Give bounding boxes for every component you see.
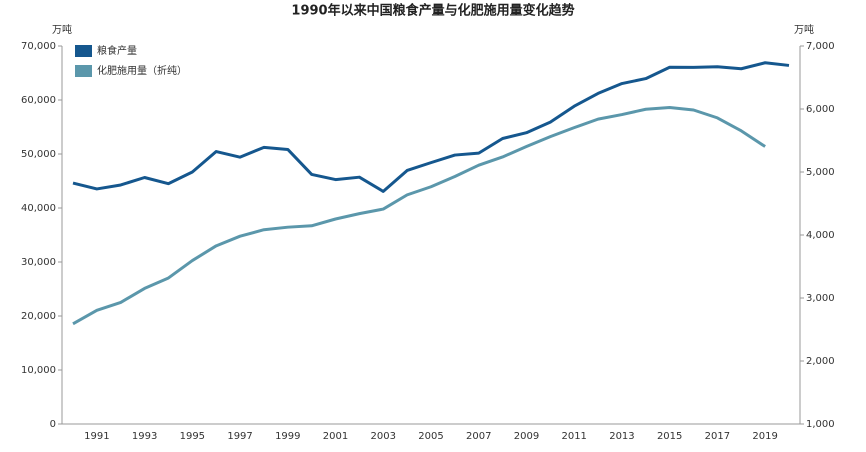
legend-swatch [75, 45, 92, 57]
x-tick-label: 1993 [132, 431, 157, 442]
y2-tick-label: 4,000 [806, 230, 835, 241]
y2-tick-label: 3,000 [806, 293, 835, 304]
x-tick-label: 2003 [371, 431, 396, 442]
x-tick-label: 2005 [418, 431, 443, 442]
series-line [72, 61, 790, 193]
y2-axis-label: 万吨 [794, 23, 814, 36]
y2-tick-label: 7,000 [806, 41, 835, 52]
y-axis-label: 万吨 [52, 23, 72, 36]
x-tick-label: 2015 [657, 431, 682, 442]
x-tick-label: 2011 [561, 431, 586, 442]
series-line [72, 106, 766, 326]
x-tick-label: 2001 [323, 431, 348, 442]
y-tick-label: 20,000 [21, 311, 56, 322]
x-tick-label: 1997 [227, 431, 252, 442]
y-tick-label: 70,000 [21, 41, 56, 52]
legend-label: 化肥施用量（折纯） [97, 64, 187, 77]
y-tick-label: 30,000 [21, 257, 56, 268]
x-tick-label: 2017 [705, 431, 730, 442]
y-tick-label: 10,000 [21, 365, 56, 376]
y-tick-label: 60,000 [21, 95, 56, 106]
y-tick-label: 0 [50, 419, 56, 430]
x-tick-label: 1991 [84, 431, 109, 442]
x-tick-label: 2009 [514, 431, 539, 442]
chart-title: 1990年以来中国粮食产量与化肥施用量变化趋势 [291, 3, 574, 19]
y2-tick-label: 1,000 [806, 419, 835, 430]
y2-tick-label: 6,000 [806, 104, 835, 115]
y2-tick-label: 5,000 [806, 167, 835, 178]
legend-label: 粮食产量 [97, 44, 137, 57]
x-tick-label: 2007 [466, 431, 491, 442]
y2-tick-label: 2,000 [806, 356, 835, 367]
y-tick-label: 50,000 [21, 149, 56, 160]
x-tick-label: 1999 [275, 431, 300, 442]
legend-swatch [75, 65, 92, 77]
y-tick-label: 40,000 [21, 203, 56, 214]
x-tick-label: 2013 [609, 431, 634, 442]
x-tick-label: 2019 [752, 431, 777, 442]
x-tick-label: 1995 [180, 431, 205, 442]
